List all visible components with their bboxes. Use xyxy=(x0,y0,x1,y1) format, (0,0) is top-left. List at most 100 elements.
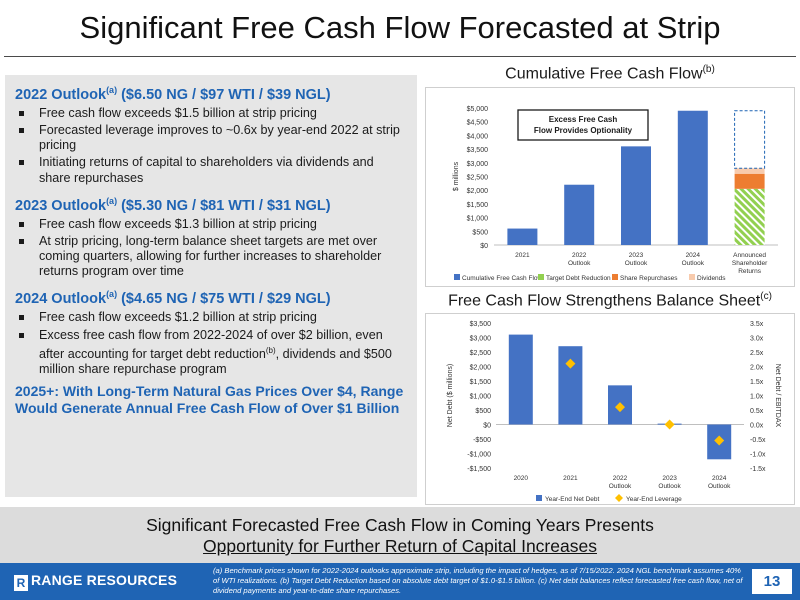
bullet-item: Free cash flow exceeds $1.3 billion at s… xyxy=(15,217,407,232)
legend-label: Year-End Leverage xyxy=(626,496,682,503)
y-tick-label: $3,500 xyxy=(467,147,489,154)
y2-axis-title: Net Debt / EBITDAX xyxy=(774,364,781,428)
annotation-line: Excess Free Cash xyxy=(549,115,618,124)
leverage-marker xyxy=(565,358,576,369)
outlook-2024-prices: ($4.65 NG / $75 WTI / $29 NGL) xyxy=(121,291,331,308)
banner-line-2: Opportunity for Further Return of Capita… xyxy=(203,536,597,556)
y-tick-label: $0 xyxy=(483,423,491,430)
bullet-item: Forecasted leverage improves to ~0.6x by… xyxy=(15,123,407,153)
y-tick-label: $500 xyxy=(475,408,491,415)
y2-tick-label: 0.0x xyxy=(750,423,764,430)
y-tick-label: $1,000 xyxy=(470,394,492,401)
chart2-title: Free Cash Flow Strengthens Balance Sheet… xyxy=(425,291,795,310)
x-tick-label: Announced xyxy=(733,252,766,259)
bullet-item: Initiating returns of capital to shareho… xyxy=(15,155,407,185)
outlook-2023-year: 2023 Outlook xyxy=(15,197,107,214)
logo-mark-icon: R xyxy=(14,575,28,591)
x-tick-label: Outlook xyxy=(708,483,731,490)
y2-tick-label: -0.5x xyxy=(750,437,766,444)
chart1-title-text: Cumulative Free Cash Flow xyxy=(505,65,703,83)
fcf-bar xyxy=(564,184,595,245)
outlook-2023-prices: ($5.30 NG / $81 WTI / $31 NGL) xyxy=(121,197,331,214)
y-tick-label: $0 xyxy=(480,243,488,250)
legend-swatch xyxy=(689,274,695,280)
leverage-marker xyxy=(664,419,675,430)
chart1-title-sup: (b) xyxy=(702,64,715,75)
logo-text: RANGE RESOURCES xyxy=(31,572,178,588)
x-tick-label: 2020 xyxy=(514,475,529,482)
x-tick-label: 2021 xyxy=(515,252,530,259)
outlook-2024: 2024 Outlook(a) ($4.65 NG / $75 WTI / $2… xyxy=(15,285,407,377)
bullet-item: Free cash flow exceeds $1.5 billion at s… xyxy=(15,106,407,121)
outlook-panel: 2022 Outlook(a) ($6.50 NG / $97 WTI / $3… xyxy=(5,75,417,497)
y-tick-label: $4,500 xyxy=(467,120,489,127)
y2-tick-label: 0.5x xyxy=(750,408,764,415)
x-tick-label: Returns xyxy=(738,268,762,275)
y2-tick-label: 3.0x xyxy=(750,336,764,343)
legend-label: Year-End Net Debt xyxy=(545,496,600,503)
y-tick-label: $500 xyxy=(472,229,488,236)
y2-tick-label: 1.0x xyxy=(750,394,764,401)
leverage-marker xyxy=(714,435,725,446)
title-divider xyxy=(4,56,796,57)
y-tick-label: $5,000 xyxy=(467,106,489,113)
bullet-item: Free cash flow exceeds $1.2 billion at s… xyxy=(15,310,407,325)
chart2-container: $3,500 $3,000 $2,500 $2,000 $1,500 $1,000 $500… xyxy=(425,313,795,505)
chart2-title-sup: (c) xyxy=(760,291,772,302)
y-tick-label: $1,500 xyxy=(470,379,492,386)
outlook-2022: 2022 Outlook(a) ($6.50 NG / $97 WTI / $3… xyxy=(15,81,407,186)
outlook-2024-heading: 2024 Outlook(a) ($4.65 NG / $75 WTI / $2… xyxy=(15,285,407,308)
cumulative-fcf-chart: $0 $500 $1,000 $1,500 $2,000 $2,500 $3,000 $3,5… xyxy=(453,106,778,282)
footer-bar: R RANGE RESOURCES (a) Benchmark prices sh… xyxy=(0,563,800,600)
slide-title: Significant Free Cash Flow Forecasted at… xyxy=(79,10,721,45)
dividends-bar xyxy=(734,168,765,174)
banner-line-1: Significant Forecasted Free Cash Flow in… xyxy=(146,515,654,535)
bullet-tail: , dividends and $500 million share repur… xyxy=(39,346,392,377)
x-tick-label: 2024 xyxy=(686,252,701,259)
y2-tick-label: 2.5x xyxy=(750,350,764,357)
outlook-2024-bullets: Free cash flow exceeds $1.2 billion at s… xyxy=(15,310,407,377)
legend-swatch xyxy=(536,495,542,501)
bullet-text: Excess free cash flow from 2022-2024 of … xyxy=(39,327,383,361)
x-tick-label: Outlook xyxy=(658,483,681,490)
excess-fcf-outline xyxy=(734,110,766,169)
x-tick-label: 2023 xyxy=(629,252,644,259)
balance-sheet-chart: $3,500 $3,000 $2,500 $2,000 $1,500 $1,000 $500… xyxy=(447,321,781,503)
outlook-2022-heading: 2022 Outlook(a) ($6.50 NG / $97 WTI / $3… xyxy=(15,81,407,104)
chart1-title: Cumulative Free Cash Flow(b) xyxy=(425,64,795,83)
legend-swatch xyxy=(454,274,460,280)
y-tick-label: $4,000 xyxy=(467,133,489,140)
y-axis-title: $ millions xyxy=(453,161,460,191)
outlook-2022-sup: (a) xyxy=(106,85,118,95)
chart1-container: $0 $500 $1,000 $1,500 $2,000 $2,500 $3,000 $3,5… xyxy=(425,87,795,287)
leverage-marker xyxy=(615,402,625,413)
legend-swatch xyxy=(538,274,544,280)
y-tick-label: $3,000 xyxy=(470,336,492,343)
outlook-2023-sup: (a) xyxy=(106,195,118,206)
outlook-2023-heading: 2023 Outlook(a) ($5.30 NG / $81 WTI / $3… xyxy=(15,192,407,215)
y2-tick-label: 3.5x xyxy=(750,321,764,328)
outlook-2023-bullets: Free cash flow exceeds $1.3 billion at s… xyxy=(15,217,407,280)
legend-label: Cumulative Free Cash Flow xyxy=(462,275,542,282)
outlook-2022-year: 2022 Outlook xyxy=(15,86,107,103)
bullet-sup: (b) xyxy=(265,345,276,355)
net-debt-bar xyxy=(508,334,533,425)
footnote-text: (a) Benchmark prices shown for 2022-2024… xyxy=(213,566,743,595)
fcf-bar xyxy=(621,146,651,245)
y-tick-label: $3,000 xyxy=(467,161,489,168)
x-tick-label: 2022 xyxy=(572,252,587,259)
range-resources-logo: R RANGE RESOURCES xyxy=(14,572,177,591)
y2-tick-label: 1.5x xyxy=(750,379,764,386)
target-debt-reduction-bar xyxy=(734,188,765,245)
y-tick-label: $2,500 xyxy=(467,175,489,182)
annotation-box xyxy=(517,109,649,141)
legend-label: Dividends xyxy=(697,275,726,282)
x-tick-label: Outlook xyxy=(625,260,648,267)
fcf-bar xyxy=(507,228,538,245)
legend-marker xyxy=(615,494,623,502)
fcf-bar xyxy=(677,110,708,246)
x-tick-label: Outlook xyxy=(609,483,632,490)
legend-swatch xyxy=(612,274,618,280)
y-tick-label: -$500 xyxy=(473,437,491,444)
net-debt-bar xyxy=(558,346,583,425)
